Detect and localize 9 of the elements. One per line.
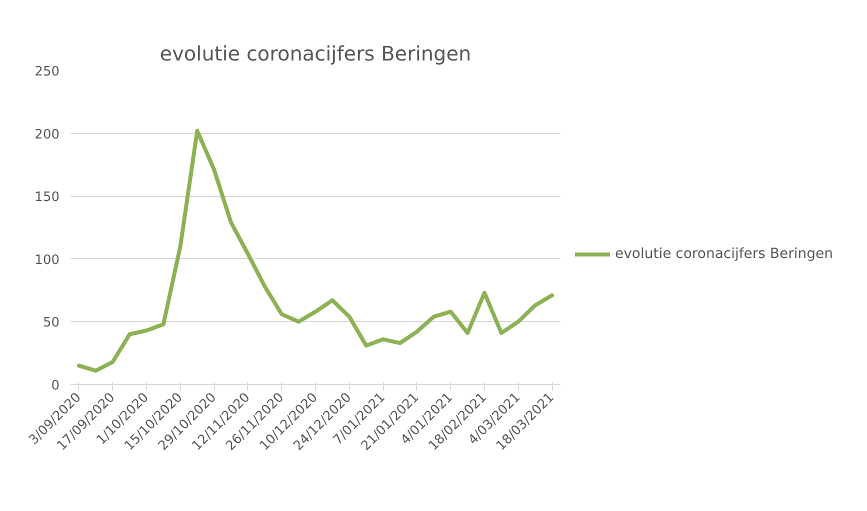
y-tick-label: 200 <box>34 127 60 142</box>
y-tick-label: 100 <box>34 252 60 268</box>
chart-title: evolutie coronacijfers Beringen <box>160 42 472 66</box>
y-tick-label: 250 <box>34 64 60 80</box>
legend-label: evolutie coronacijfers Beringen <box>615 246 834 262</box>
y-tick-label: 0 <box>51 378 60 394</box>
line-series <box>76 128 554 373</box>
y-tick-label: 150 <box>34 190 60 206</box>
y-tick-label: 50 <box>42 316 60 331</box>
